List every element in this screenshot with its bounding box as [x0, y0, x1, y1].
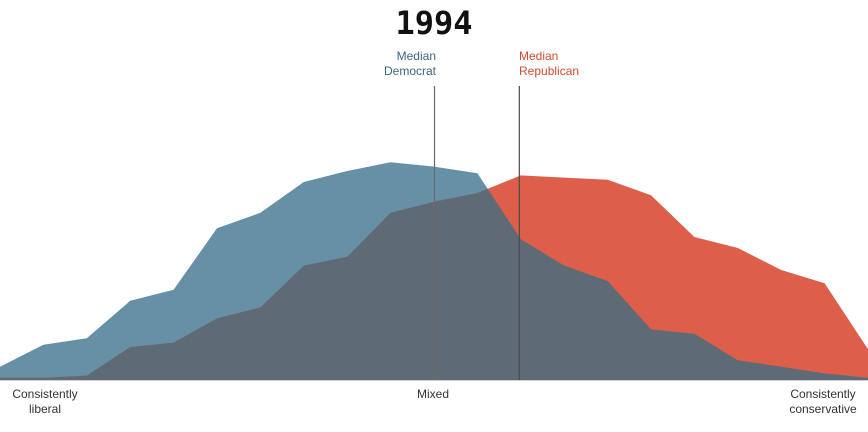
- median-democrat-label-line2: Democrat: [383, 64, 436, 78]
- x-axis-label-liberal-line1: Consistently: [12, 387, 78, 401]
- median-democrat-label: Median Democrat: [384, 49, 436, 79]
- x-axis-label-conservative-line2: conservative: [789, 402, 857, 416]
- median-democrat-label-line1: Median: [396, 49, 436, 63]
- median-republican-label: Median Republican: [519, 49, 579, 79]
- x-axis-label-conservative-line1: Consistently: [790, 387, 856, 401]
- x-axis-label-liberal: Consistently liberal: [10, 387, 80, 417]
- x-axis-label-conservative: Consistently conservative: [786, 387, 860, 417]
- median-republican-label-line1: Median: [519, 49, 559, 63]
- chart-title: 1994: [395, 4, 473, 42]
- median-republican-label-line2: Republican: [519, 64, 580, 78]
- x-axis-label-liberal-line2: liberal: [28, 402, 61, 416]
- x-axis-label-mixed: Mixed: [403, 387, 463, 402]
- x-axis-label-mixed-line1: Mixed: [416, 387, 449, 401]
